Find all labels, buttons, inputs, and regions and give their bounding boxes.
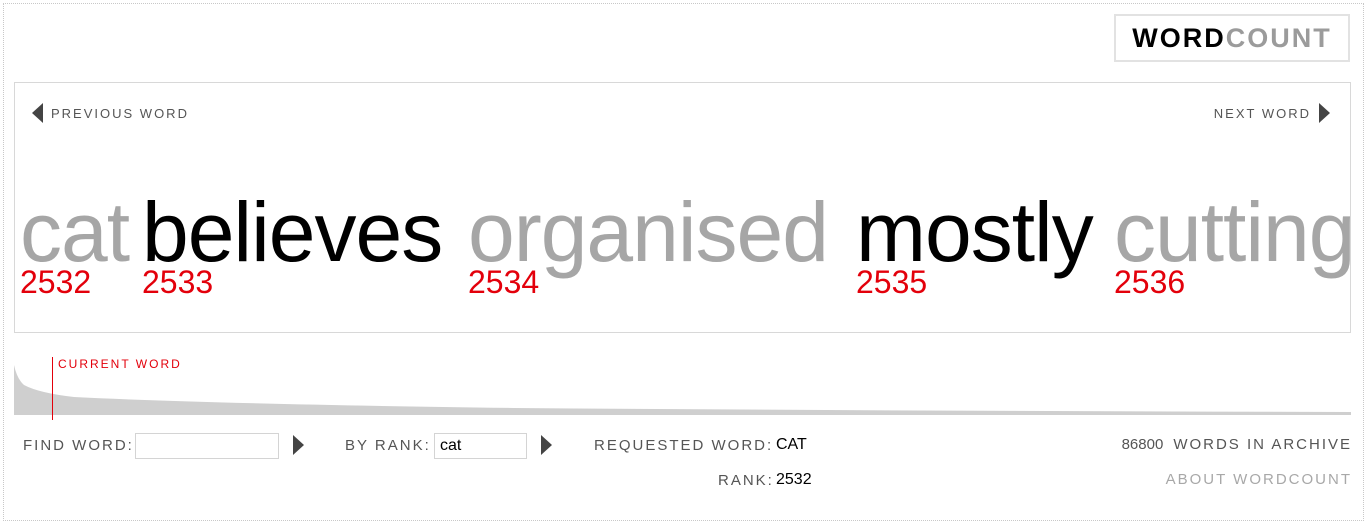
previous-word-button[interactable]: PREVIOUS WORD xyxy=(32,103,189,123)
word-rank: 2532 xyxy=(20,264,92,300)
word-item[interactable]: mostly xyxy=(856,185,1094,279)
find-word-label: FIND WORD: xyxy=(23,437,134,454)
logo-count: COUNT xyxy=(1225,22,1332,53)
requested-word-value: CAT xyxy=(776,436,807,453)
logo-word: WORD xyxy=(1132,22,1226,53)
word-item[interactable]: cutting xyxy=(1114,185,1351,279)
by-rank-label: BY RANK: xyxy=(345,437,431,454)
previous-word-label: PREVIOUS WORD xyxy=(51,105,189,121)
word-item[interactable]: organised xyxy=(468,185,829,279)
next-word-button[interactable]: NEXT WORD xyxy=(1214,103,1330,123)
word-stage: PREVIOUS WORD NEXT WORD cat 2532 believe… xyxy=(14,82,1351,333)
word-rank: 2533 xyxy=(142,264,214,300)
word-rank: 2534 xyxy=(468,264,540,300)
about-wordcount-link[interactable]: ABOUT WORDCOUNT xyxy=(1165,471,1352,488)
distribution-area xyxy=(14,365,1351,415)
by-rank-go-icon[interactable] xyxy=(541,435,552,455)
word-item[interactable]: believes xyxy=(142,185,443,279)
current-word-marker[interactable] xyxy=(52,357,53,420)
archive-count-number: 86800 xyxy=(1121,436,1164,453)
archive-count-label: WORDS IN ARCHIVE xyxy=(1173,436,1352,453)
rank-result-value: 2532 xyxy=(776,471,812,488)
requested-word-label: REQUESTED WORD: xyxy=(594,437,774,454)
rank-result-label: RANK: xyxy=(718,472,774,489)
find-word-go-icon[interactable] xyxy=(293,435,304,455)
frequency-distribution-graph[interactable] xyxy=(14,355,1351,415)
current-word-label: CURRENT WORD xyxy=(58,357,182,371)
find-word-input[interactable] xyxy=(135,433,279,459)
next-word-label: NEXT WORD xyxy=(1213,105,1311,121)
word-rank: 2536 xyxy=(1114,264,1186,300)
page-frame xyxy=(3,3,1364,521)
arrow-right-icon xyxy=(1319,103,1330,123)
wordcount-logo[interactable]: WORD COUNT xyxy=(1114,14,1350,62)
arrow-left-icon xyxy=(32,103,43,123)
word-rank: 2535 xyxy=(856,264,928,300)
by-rank-input[interactable] xyxy=(434,433,527,459)
word-item[interactable]: cat xyxy=(20,185,130,279)
archive-count: 86800 WORDS IN ARCHIVE xyxy=(1122,436,1352,453)
